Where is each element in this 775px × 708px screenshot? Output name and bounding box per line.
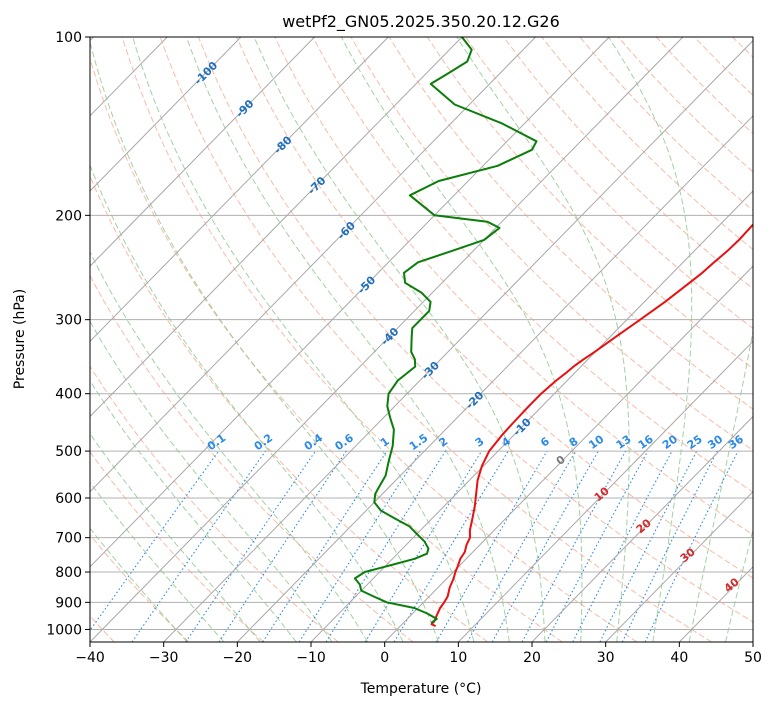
moist-adiabat	[456, 37, 630, 642]
dry-adiabat	[426, 37, 753, 370]
y-tick-label: 300	[55, 313, 82, 329]
moist-adiabat	[90, 250, 369, 642]
x-axis-label: Temperature (°C)	[360, 681, 482, 697]
moist-adiabat	[90, 379, 297, 642]
moist-adiabat	[90, 432, 261, 642]
x-tick-label: 0	[380, 650, 389, 666]
dry-adiabat	[465, 37, 753, 329]
x-tick-label: 20	[523, 650, 541, 666]
dry-adiabat	[121, 37, 638, 642]
mixing-ratio-line	[218, 450, 347, 642]
isotherms	[90, 37, 753, 642]
moist-adiabats	[90, 37, 753, 642]
moist-adiabat	[253, 37, 546, 642]
chart-title: wetPf2_GN05.2025.350.20.12.G26	[282, 12, 560, 32]
mixing-ratio-lines	[90, 450, 739, 642]
y-tick-label: 700	[55, 531, 82, 547]
isotherm-line	[384, 265, 753, 642]
x-tick-label: 50	[744, 650, 762, 666]
y-axis-label: Pressure (hPa)	[12, 289, 28, 389]
y-tick-label: 800	[55, 565, 82, 581]
mixing-ratio-line	[90, 450, 220, 632]
moist-adiabat	[132, 37, 475, 642]
isotherm-line	[163, 39, 753, 642]
dry-adiabat	[90, 56, 563, 642]
temperature-profile-line	[430, 223, 753, 628]
mixing-ratio-line	[131, 450, 266, 642]
y-tick-label: 100	[55, 30, 82, 46]
dry-adiabat	[90, 365, 339, 642]
plot-frame	[89, 36, 754, 643]
y-tick-label: 900	[55, 595, 82, 611]
y-tick-label: 500	[55, 444, 82, 460]
x-axis-ticks: −40 −30 −20 −10 0 10 20 30 40 50	[75, 642, 762, 666]
isotherm-line	[90, 37, 463, 418]
mixing-ratio-line	[185, 450, 316, 642]
isotherm-line	[531, 415, 753, 642]
dry-adiabat	[312, 37, 753, 493]
mixing-ratio-line	[545, 450, 649, 642]
y-tick-label: 1000	[46, 622, 82, 638]
y-axis-ticks: 100 200 300 400 500 600 700 800 900 1000	[46, 30, 90, 638]
isotherm-line	[310, 190, 753, 642]
mixing-ratio-line	[521, 450, 627, 642]
isotherm-line	[90, 37, 610, 568]
mixing-ratio-line	[599, 450, 698, 642]
data-series	[353, 37, 753, 628]
y-tick-label: 200	[55, 208, 82, 224]
moist-adiabat	[90, 527, 188, 642]
plot-area: -100-90-80-70-60-50-40-30-20-10 0.1 0.2 0.…	[90, 37, 753, 642]
x-tick-label: −20	[223, 650, 253, 666]
x-tick-label: −10	[296, 650, 326, 666]
x-tick-label: −30	[149, 650, 179, 666]
mixing-ratio-line	[364, 450, 483, 642]
isotherm-line	[90, 37, 536, 493]
isotherm-line	[457, 340, 753, 642]
dry-adiabat	[90, 175, 488, 642]
isotherm-line	[90, 37, 242, 192]
y-tick-label: 400	[55, 387, 82, 403]
x-tick-label: 10	[449, 650, 467, 666]
mixing-ratio-line	[298, 450, 422, 642]
dewpoint-profile-line	[353, 37, 538, 624]
mixing-ratio-line	[621, 450, 718, 642]
dry-adiabat	[350, 37, 753, 451]
mixing-ratio-line	[467, 450, 577, 642]
y-tick-label: 600	[55, 491, 82, 507]
moist-adiabat	[90, 40, 439, 642]
isotherm-line	[236, 115, 753, 642]
isotherm-line	[90, 37, 684, 642]
x-tick-label: 30	[597, 650, 615, 666]
isotherm-line	[90, 37, 315, 267]
moist-adiabat	[90, 320, 333, 642]
moist-adiabat	[90, 481, 225, 642]
x-tick-label: 40	[670, 650, 688, 666]
dry-adiabat	[90, 533, 190, 642]
x-tick-label: −40	[75, 650, 105, 666]
isotherm-line	[605, 490, 753, 642]
isotherm-line	[90, 37, 389, 343]
moist-adiabat	[688, 328, 753, 642]
mixing-ratio-line	[262, 450, 388, 642]
